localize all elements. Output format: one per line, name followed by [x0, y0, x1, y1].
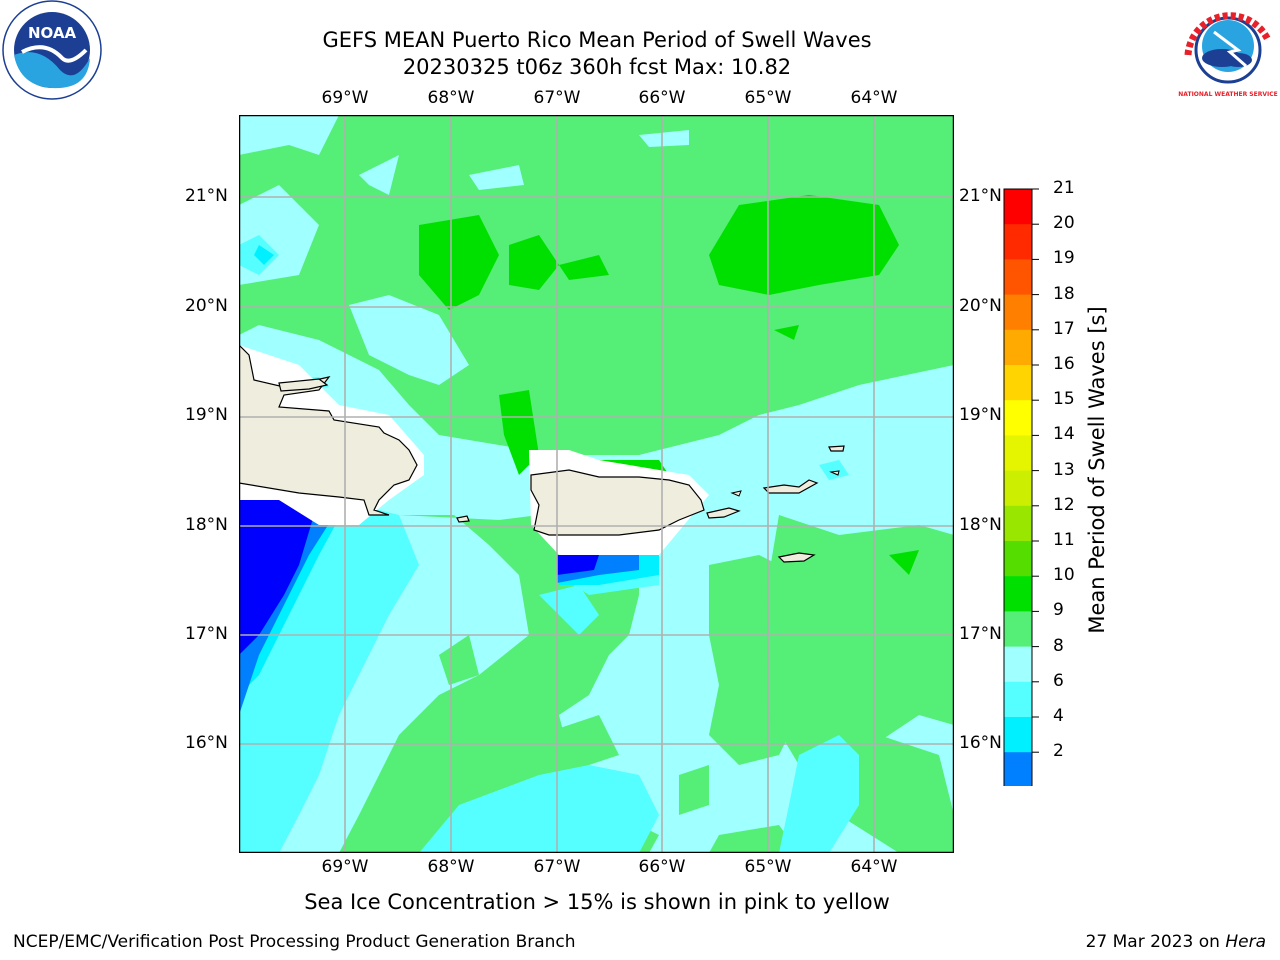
colorbar-tick-label: 15 — [1053, 389, 1075, 410]
colorbar-tick-label: 2 — [1053, 741, 1064, 762]
nws-logo-text: NATIONAL WEATHER SERVICE — [1178, 91, 1277, 98]
colorbar-segment — [1004, 681, 1032, 718]
colorbar-tick-label: 10 — [1053, 565, 1075, 586]
anegada-island — [828, 445, 845, 452]
lon-label-bottom-65w: 65°W — [744, 857, 792, 877]
colorbar-segment — [1004, 470, 1032, 507]
map-grid — [239, 115, 954, 853]
colorbar-tick-label: 19 — [1053, 248, 1075, 269]
colorbar-tick-label: 16 — [1053, 354, 1075, 374]
lat-label-left-16n: 16°N — [185, 733, 228, 753]
lon-label-bottom-66w: 66°W — [638, 857, 686, 877]
lon-label-top-67w: 67°W — [533, 88, 581, 108]
colorbar-tick-label: 9 — [1053, 600, 1064, 621]
colorbar-segment — [1004, 752, 1032, 786]
virgin-islands — [762, 479, 819, 494]
lon-label-top-69w: 69°W — [321, 88, 369, 108]
colorbar-tick-label: 13 — [1053, 459, 1075, 480]
lon-label-bottom-69w: 69°W — [321, 857, 369, 877]
footer-machine: Hera — [1225, 932, 1266, 952]
colorbar-segment — [1004, 646, 1032, 683]
vieques-island — [706, 507, 741, 519]
nws-logo-icon: NATIONAL WEATHER SERVICE — [1178, 3, 1278, 98]
colorbar-segment — [1004, 576, 1032, 612]
colorbar-label: Mean Period of Swell Waves [s] — [1085, 306, 1109, 634]
lon-label-top-65w: 65°W — [744, 88, 792, 108]
colorbar-segment — [1004, 259, 1032, 296]
colorbar-segment — [1004, 717, 1032, 753]
lat-label-right-21n: 21°N — [959, 186, 1002, 206]
contour-below-2 — [239, 500, 599, 655]
lat-label-left-21n: 21°N — [185, 186, 228, 206]
lon-label-top-66w: 66°W — [638, 88, 686, 108]
colorbar-tick-label: 4 — [1053, 706, 1064, 726]
map-subtitle: 20230325 t06z 360h fcst Max: 10.82 — [402, 55, 792, 79]
colorbar-frame — [1003, 188, 1033, 786]
lon-label-bottom-64w: 64°W — [850, 857, 898, 877]
colorbar-segment — [1004, 611, 1032, 648]
colorbar — [1003, 188, 1039, 786]
colorbar-tick-label: 11 — [1053, 530, 1075, 550]
colorbar-segment — [1004, 329, 1032, 366]
footer-date-text: 27 Mar 2023 on — [1085, 932, 1226, 952]
colorbar-segment — [1004, 294, 1032, 331]
st-croix-island — [777, 552, 816, 563]
map-title: GEFS MEAN Puerto Rico Mean Period of Swe… — [322, 28, 872, 52]
colorbar-segment — [1004, 189, 1032, 225]
puerto-rico-land — [530, 469, 705, 536]
colorbar-tick-label: 17 — [1053, 318, 1075, 339]
colorbar-segment — [1004, 400, 1032, 436]
swell-period-map — [239, 115, 954, 853]
colorbar-segment — [1004, 365, 1032, 401]
colorbar-tick-label: 18 — [1053, 283, 1075, 304]
colorbar-tick-label: 8 — [1053, 635, 1064, 656]
mona-island — [456, 515, 470, 523]
noaa-logo-icon: NOAA — [2, 0, 102, 100]
footer-credit: NCEP/EMC/Verification Post Processing Pr… — [13, 932, 576, 952]
lat-label-right-20n: 20°N — [959, 296, 1002, 316]
colorbar-segment — [1004, 435, 1032, 472]
lon-label-top-64w: 64°W — [850, 88, 898, 108]
lat-label-right-19n: 19°N — [959, 405, 1002, 425]
noaa-logo-text: NOAA — [28, 24, 77, 42]
colorbar-tick-label: 12 — [1053, 494, 1075, 515]
lat-label-right-16n: 16°N — [959, 733, 1002, 753]
colorbar-tick-label: 6 — [1053, 670, 1064, 691]
footer-date: 27 Mar 2023 on Hera — [1086, 932, 1266, 952]
colorbar-segment — [1004, 505, 1032, 542]
culebra-island — [730, 490, 742, 497]
lat-label-right-18n: 18°N — [959, 515, 1002, 535]
lon-label-top-68w: 68°W — [427, 88, 475, 108]
lat-label-left-17n: 17°N — [185, 624, 228, 644]
tortuga-island — [278, 378, 329, 392]
sea-ice-note: Sea Ice Concentration > 15% is shown in … — [304, 890, 890, 914]
lat-label-left-20n: 20°N — [185, 296, 228, 316]
colorbar-tick-label: 20 — [1053, 213, 1075, 234]
colorbar-tick-label: 21 — [1053, 178, 1075, 198]
lat-label-left-19n: 19°N — [185, 405, 228, 425]
colorbar-tick-label: 14 — [1053, 424, 1075, 445]
lon-label-bottom-67w: 67°W — [533, 857, 581, 877]
sombrero-island — [829, 470, 840, 476]
colorbar-segment — [1004, 541, 1032, 577]
lat-label-right-17n: 17°N — [959, 624, 1002, 644]
lat-label-left-18n: 18°N — [185, 515, 228, 535]
colorbar-segment — [1004, 224, 1032, 260]
lon-label-bottom-68w: 68°W — [427, 857, 475, 877]
